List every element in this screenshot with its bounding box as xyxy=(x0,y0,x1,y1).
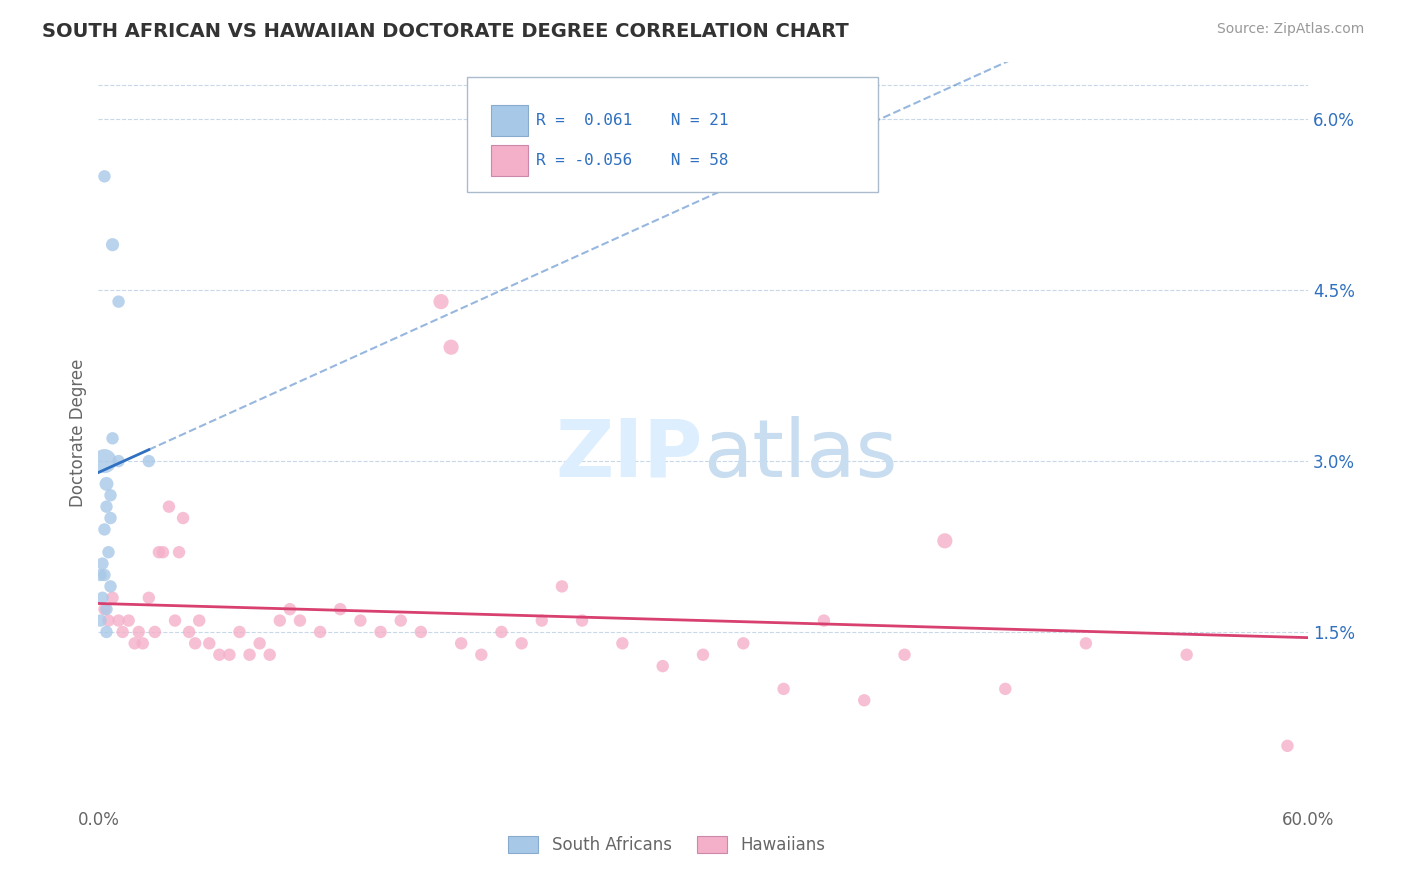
Point xyxy=(107,614,129,628)
Point xyxy=(107,454,129,468)
Point xyxy=(470,648,492,662)
FancyBboxPatch shape xyxy=(467,78,879,192)
Point xyxy=(167,545,190,559)
Point xyxy=(551,579,574,593)
Point xyxy=(118,614,141,628)
Point xyxy=(692,648,714,662)
Point xyxy=(89,568,111,582)
Point xyxy=(91,557,114,571)
Text: Source: ZipAtlas.com: Source: ZipAtlas.com xyxy=(1216,22,1364,37)
Point xyxy=(813,614,835,628)
Point xyxy=(208,648,231,662)
Point xyxy=(101,431,124,445)
Point xyxy=(128,624,150,639)
Point xyxy=(101,591,124,605)
Point xyxy=(179,624,201,639)
Point xyxy=(329,602,352,616)
Point xyxy=(349,614,371,628)
Point xyxy=(259,648,281,662)
Point xyxy=(571,614,593,628)
Point xyxy=(100,579,122,593)
Point xyxy=(93,523,115,537)
Point xyxy=(612,636,634,650)
Point xyxy=(510,636,533,650)
Point xyxy=(309,624,332,639)
Point xyxy=(893,648,915,662)
Point xyxy=(530,614,553,628)
Text: R =  0.061    N = 21: R = 0.061 N = 21 xyxy=(536,113,728,128)
Text: SOUTH AFRICAN VS HAWAIIAN DOCTORATE DEGREE CORRELATION CHART: SOUTH AFRICAN VS HAWAIIAN DOCTORATE DEGR… xyxy=(42,22,849,41)
Point xyxy=(853,693,876,707)
Point xyxy=(138,591,160,605)
Point xyxy=(100,511,122,525)
Point xyxy=(93,568,115,582)
Point xyxy=(409,624,432,639)
Point xyxy=(107,294,129,309)
Point xyxy=(249,636,271,650)
Point xyxy=(440,340,463,354)
Point xyxy=(101,237,124,252)
Point xyxy=(152,545,174,559)
Point xyxy=(96,500,118,514)
Point xyxy=(491,624,513,639)
Point xyxy=(228,624,250,639)
Point xyxy=(132,636,155,650)
Point xyxy=(269,614,291,628)
Point xyxy=(91,591,114,605)
Point xyxy=(157,500,180,514)
Point xyxy=(1277,739,1299,753)
Point xyxy=(97,614,120,628)
Point xyxy=(1175,648,1198,662)
Point xyxy=(93,169,115,184)
Point xyxy=(89,614,111,628)
Point xyxy=(111,624,134,639)
Point xyxy=(389,614,412,628)
Point xyxy=(172,511,194,525)
Point xyxy=(93,454,115,468)
Legend: South Africans, Hawaiians: South Africans, Hawaiians xyxy=(502,830,832,861)
Point xyxy=(96,602,118,616)
Point xyxy=(96,476,118,491)
Point xyxy=(198,636,221,650)
Text: R = -0.056    N = 58: R = -0.056 N = 58 xyxy=(536,153,728,168)
Point xyxy=(188,614,211,628)
Point xyxy=(772,681,794,696)
FancyBboxPatch shape xyxy=(492,145,527,176)
Point xyxy=(143,624,166,639)
Point xyxy=(733,636,755,650)
Point xyxy=(430,294,453,309)
Point xyxy=(934,533,956,548)
Point xyxy=(288,614,311,628)
Point xyxy=(100,488,122,502)
Point xyxy=(370,624,392,639)
FancyBboxPatch shape xyxy=(492,105,527,136)
Point xyxy=(124,636,146,650)
Point xyxy=(450,636,472,650)
Point xyxy=(278,602,301,616)
Point xyxy=(239,648,262,662)
Point xyxy=(994,681,1017,696)
Point xyxy=(148,545,170,559)
Point xyxy=(184,636,207,650)
Text: ZIP: ZIP xyxy=(555,416,703,494)
Point xyxy=(96,624,118,639)
Point xyxy=(97,545,120,559)
Point xyxy=(1074,636,1097,650)
Point xyxy=(651,659,673,673)
Text: atlas: atlas xyxy=(703,416,897,494)
Point xyxy=(218,648,240,662)
Y-axis label: Doctorate Degree: Doctorate Degree xyxy=(69,359,87,507)
Point xyxy=(138,454,160,468)
Point xyxy=(163,614,186,628)
Point xyxy=(93,602,115,616)
